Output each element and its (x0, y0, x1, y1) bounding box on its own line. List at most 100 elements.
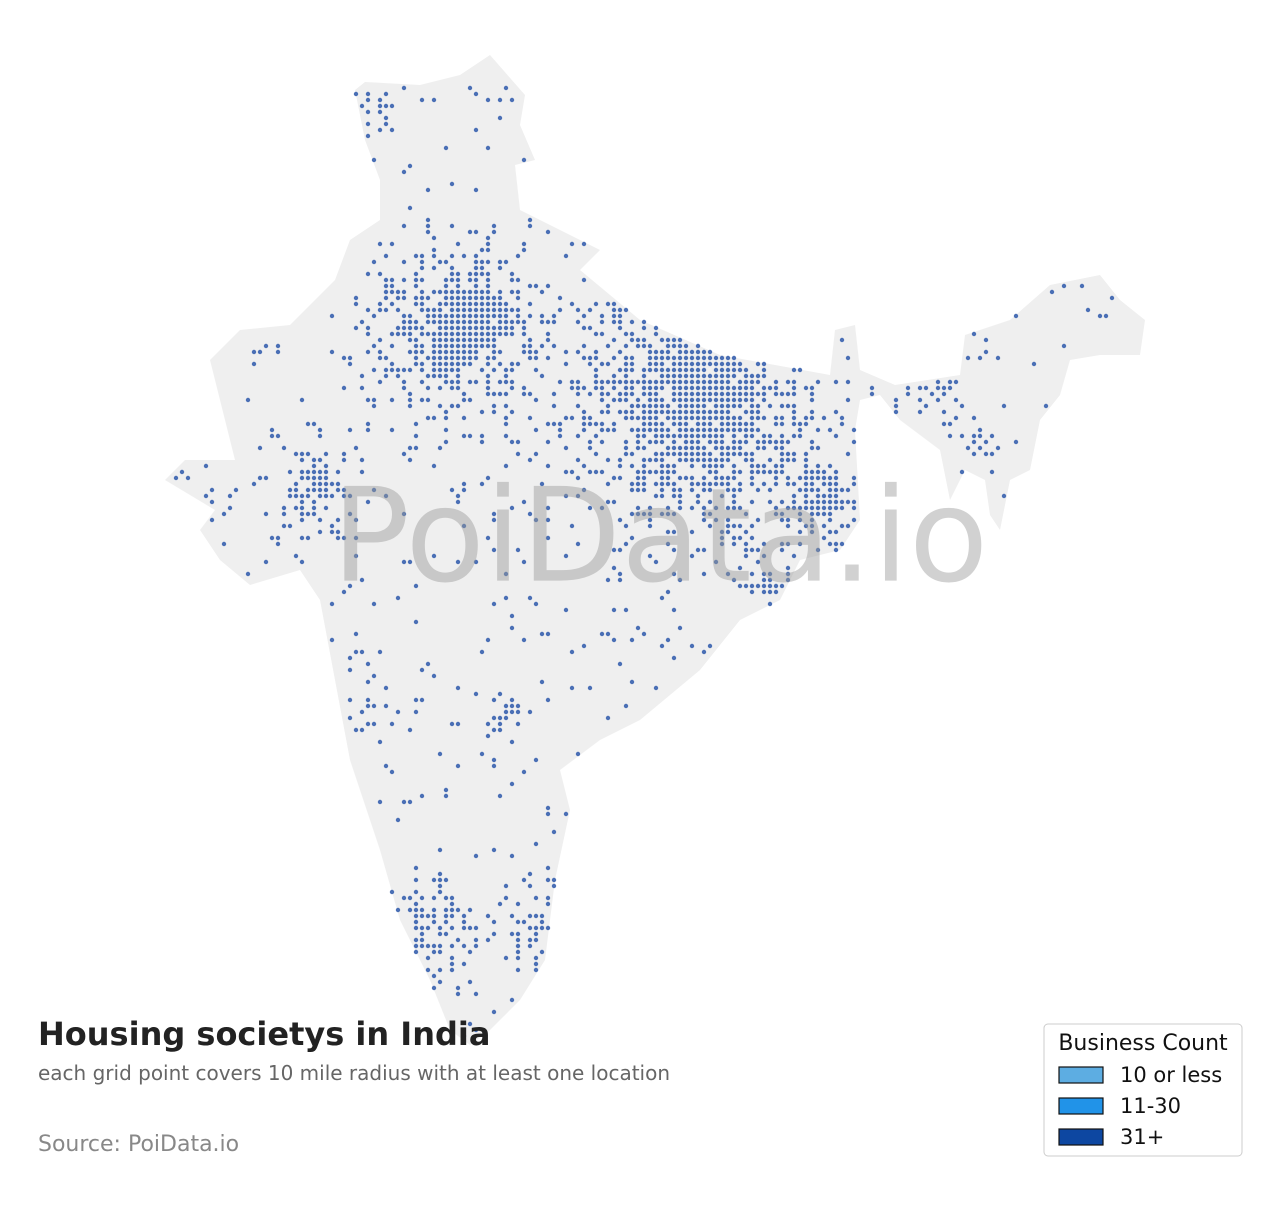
location-dot (467, 355, 473, 361)
location-dot (473, 307, 479, 313)
location-dot (617, 307, 623, 313)
location-dot (605, 403, 611, 409)
location-dot (509, 331, 515, 337)
location-dot (737, 583, 743, 589)
location-dot (419, 367, 425, 373)
location-dot (749, 433, 755, 439)
location-dot (839, 487, 845, 493)
location-dot (641, 337, 647, 343)
location-dot (809, 499, 815, 505)
location-dot (785, 451, 791, 457)
location-dot (467, 397, 473, 403)
location-dot (491, 313, 497, 319)
location-dot (809, 511, 815, 517)
location-dot (461, 349, 467, 355)
location-dot (497, 265, 503, 271)
location-dot (485, 373, 491, 379)
location-dot (821, 469, 827, 475)
location-dot (797, 433, 803, 439)
location-dot (503, 703, 509, 709)
location-dot (593, 349, 599, 355)
location-dot (485, 247, 491, 253)
location-dot (809, 385, 815, 391)
location-dot (503, 595, 509, 601)
location-dot (989, 469, 995, 475)
location-dot (551, 319, 557, 325)
location-dot (713, 379, 719, 385)
location-dot (671, 463, 677, 469)
location-dot (839, 541, 845, 547)
location-dot (467, 271, 473, 277)
location-dot (623, 541, 629, 547)
location-dot (749, 475, 755, 481)
location-dot (467, 319, 473, 325)
location-dot (515, 361, 521, 367)
location-dot (701, 571, 707, 577)
location-dot (683, 403, 689, 409)
location-dot (719, 451, 725, 457)
location-dot (587, 439, 593, 445)
location-dot (623, 373, 629, 379)
location-dot (953, 379, 959, 385)
location-dot (743, 409, 749, 415)
location-dot (815, 427, 821, 433)
location-dot (395, 295, 401, 301)
location-dot (311, 469, 317, 475)
location-dot (713, 457, 719, 463)
location-dot (623, 409, 629, 415)
location-dot (749, 421, 755, 427)
location-dot (677, 397, 683, 403)
location-dot (869, 385, 875, 391)
location-dot (377, 97, 383, 103)
location-dot (779, 457, 785, 463)
location-dot (515, 319, 521, 325)
location-dot (767, 385, 773, 391)
location-dot (665, 529, 671, 535)
location-dot (449, 223, 455, 229)
location-dot (275, 535, 281, 541)
location-dot (785, 523, 791, 529)
location-dot (659, 469, 665, 475)
location-dot (299, 457, 305, 463)
location-dot (893, 409, 899, 415)
location-dot (641, 373, 647, 379)
location-dot (473, 313, 479, 319)
location-dot (707, 385, 713, 391)
location-dot (755, 373, 761, 379)
location-dot (527, 595, 533, 601)
location-dot (623, 445, 629, 451)
location-dot (347, 667, 353, 673)
location-dot (737, 403, 743, 409)
location-dot (707, 421, 713, 427)
location-dot (743, 427, 749, 433)
location-dot (431, 367, 437, 373)
location-dot (653, 685, 659, 691)
location-dot (503, 403, 509, 409)
location-dot (449, 403, 455, 409)
location-dot (227, 493, 233, 499)
location-dot (437, 301, 443, 307)
location-dot (461, 913, 467, 919)
location-dot (437, 343, 443, 349)
location-dot (779, 433, 785, 439)
location-dot (509, 439, 515, 445)
location-dot (365, 697, 371, 703)
location-dot (719, 535, 725, 541)
location-dot (503, 379, 509, 385)
location-dot (695, 409, 701, 415)
location-dot (737, 427, 743, 433)
location-dot (653, 481, 659, 487)
location-dot (227, 505, 233, 511)
location-dot (491, 307, 497, 313)
location-dot (425, 355, 431, 361)
location-dot (791, 499, 797, 505)
location-dot (455, 277, 461, 283)
location-dot (743, 511, 749, 517)
location-dot (689, 445, 695, 451)
location-dot (785, 457, 791, 463)
location-dot (743, 457, 749, 463)
location-dot (725, 481, 731, 487)
location-dot (221, 511, 227, 517)
location-dot (491, 697, 497, 703)
